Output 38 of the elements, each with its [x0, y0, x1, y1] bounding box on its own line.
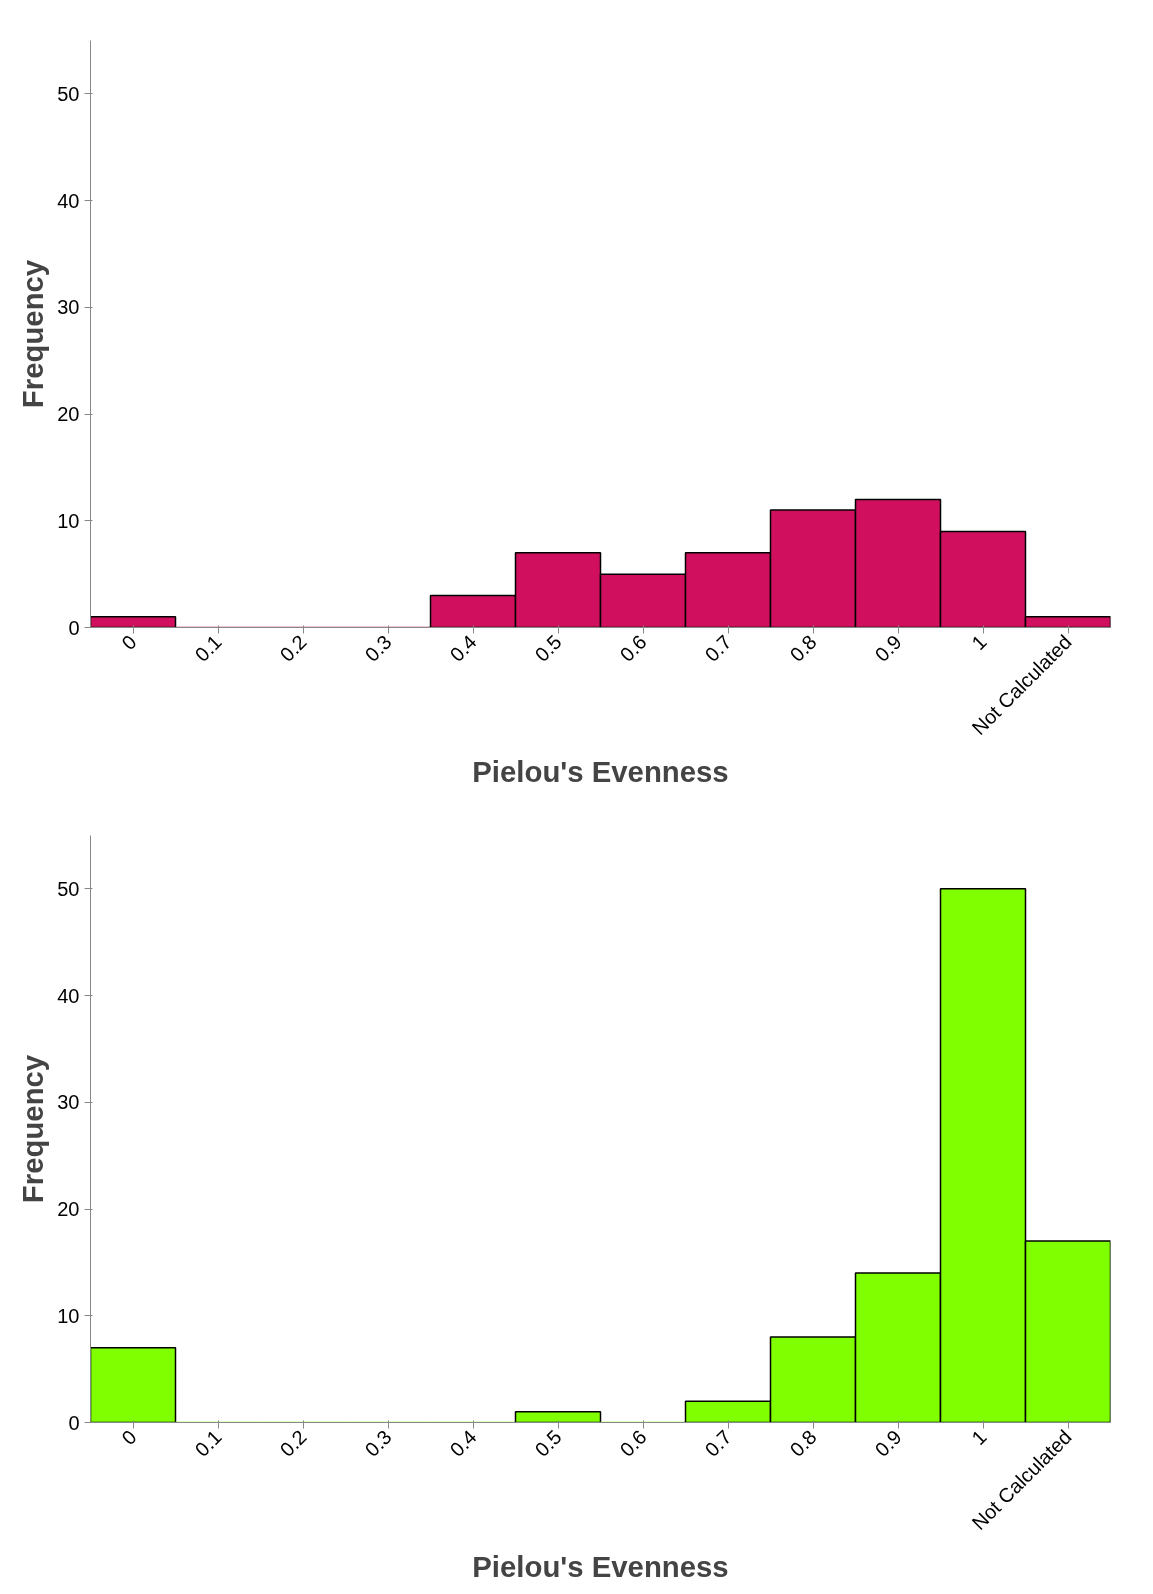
- x-tick-label: 0.2: [275, 1425, 311, 1461]
- y-tick-label: 30: [57, 1091, 80, 1114]
- y-tick-label: 50: [57, 82, 80, 105]
- x-tick-label: 0.6: [615, 630, 651, 666]
- x-tick-label: 0.3: [360, 630, 396, 666]
- x-axis-title: Pielou's Evenness: [472, 754, 729, 788]
- x-tick-label: 0.4: [445, 1425, 481, 1461]
- x-tick-label: 0.3: [360, 1425, 396, 1461]
- y-axis-title: Frequency: [16, 1054, 50, 1204]
- x-tick-label: 0.7: [700, 630, 736, 666]
- y-tick-label: 40: [57, 984, 80, 1007]
- x-tick-label: 0.5: [530, 630, 566, 666]
- x-tick-label: 0: [117, 1425, 141, 1450]
- x-tick-label: 0.7: [700, 1425, 736, 1461]
- y-tick-label: 0: [68, 1411, 80, 1434]
- x-axis-title: Pielou's Evenness: [472, 1549, 729, 1583]
- y-tick-label: 40: [57, 189, 80, 212]
- x-tick-label: 0.5: [530, 1425, 566, 1461]
- y-tick-label: 20: [57, 1198, 80, 1221]
- x-tick-label: 0.9: [870, 1425, 906, 1461]
- y-tick-label: 0: [68, 616, 80, 639]
- x-tick-label: 0.8: [785, 1425, 821, 1461]
- y-tick-label: 20: [57, 403, 80, 426]
- y-tick-label: 30: [57, 296, 80, 319]
- x-tick-label: 1: [967, 630, 991, 655]
- x-tick-label: 1: [967, 1425, 991, 1450]
- x-tick-label: 0.1: [190, 1425, 226, 1461]
- y-tick-label: 50: [57, 877, 80, 900]
- x-tick-label: 0.8: [785, 630, 821, 666]
- x-tick-label: 0.6: [615, 1425, 651, 1461]
- x-tick-label: 0.4: [445, 630, 481, 666]
- y-tick-label: 10: [57, 1304, 80, 1327]
- x-tick-label: 0.2: [275, 630, 311, 666]
- y-tick-label: 10: [57, 509, 80, 532]
- x-tick-label: 0.9: [870, 630, 906, 666]
- x-tick-label: 0: [117, 630, 141, 655]
- x-tick-label: 0.1: [190, 630, 226, 666]
- y-axis-title: Frequency: [16, 259, 50, 409]
